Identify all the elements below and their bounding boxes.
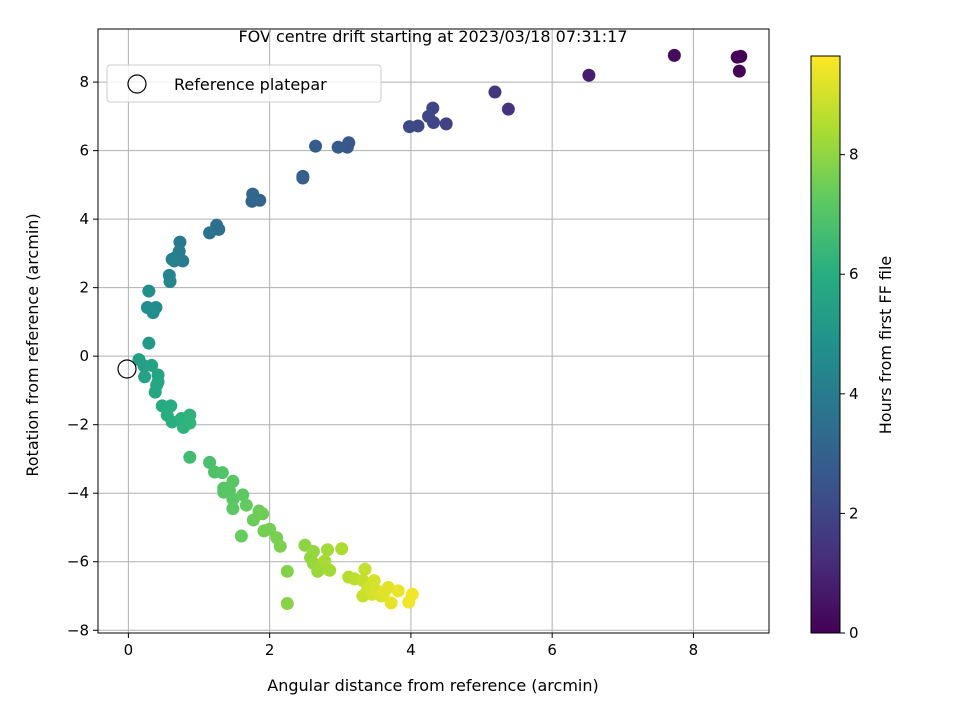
data-point xyxy=(488,85,502,99)
data-point xyxy=(335,542,349,556)
y-tick-label: −2 xyxy=(67,416,89,434)
data-point xyxy=(367,574,381,588)
y-tick-label: −6 xyxy=(67,553,89,571)
data-point xyxy=(183,450,197,464)
data-point xyxy=(306,544,320,558)
data-point xyxy=(138,370,152,384)
data-point xyxy=(165,252,179,266)
x-tick-label: 2 xyxy=(265,641,275,659)
data-point xyxy=(667,48,681,62)
data-point xyxy=(280,597,294,611)
y-tick-label: 8 xyxy=(79,73,89,91)
legend-box xyxy=(106,64,382,103)
y-axis-ticks: −8 −6 −4 −2 0 2 4 6 8 xyxy=(67,73,98,639)
data-point xyxy=(226,502,240,516)
colorbar-tick-label: 0 xyxy=(849,624,859,642)
data-points xyxy=(132,48,748,611)
x-axis-ticks: 0 2 4 6 8 xyxy=(124,633,699,659)
chart-title: FOV centre drift starting at 2023/03/18 … xyxy=(238,27,627,46)
data-point xyxy=(142,336,156,350)
y-tick-label: 6 xyxy=(79,142,89,160)
data-point xyxy=(245,194,259,208)
data-point xyxy=(501,102,515,116)
y-tick-label: 4 xyxy=(79,210,89,228)
y-tick-label: 0 xyxy=(79,347,89,365)
x-tick-label: 6 xyxy=(547,641,557,659)
data-point xyxy=(173,235,187,249)
x-tick-label: 0 xyxy=(124,641,134,659)
plot-frame xyxy=(97,28,770,634)
data-point xyxy=(215,466,229,480)
data-point xyxy=(296,171,310,185)
data-point xyxy=(273,539,287,553)
data-point xyxy=(405,587,419,601)
colorbar-tick-label: 6 xyxy=(849,265,859,283)
y-axis-label: Rotation from reference (arcmin) xyxy=(23,213,42,476)
colorbar-frame xyxy=(810,55,841,634)
data-point xyxy=(203,226,217,240)
data-point xyxy=(309,139,323,153)
grid-lines xyxy=(98,29,769,633)
data-point xyxy=(263,522,277,536)
data-point xyxy=(183,416,197,430)
data-point xyxy=(439,117,453,131)
colorbar-tick-label: 2 xyxy=(849,504,859,522)
colorbar-label: Hours from first FF file xyxy=(876,256,895,435)
data-point xyxy=(140,301,154,315)
data-point xyxy=(381,580,395,594)
y-tick-label: 2 xyxy=(79,279,89,297)
data-point xyxy=(234,529,248,543)
reference-marker xyxy=(117,359,137,379)
data-point xyxy=(142,284,156,298)
data-point xyxy=(331,140,345,154)
x-axis-label: Angular distance from reference (arcmin) xyxy=(267,676,598,695)
data-point xyxy=(256,507,270,521)
data-point xyxy=(402,120,416,134)
data-point xyxy=(340,140,354,154)
data-point xyxy=(280,564,294,578)
data-point xyxy=(582,68,596,82)
colorbar: 0 2 4 6 8 Hours from first FF file xyxy=(810,55,895,642)
data-point xyxy=(203,455,217,469)
colorbar-tick-label: 4 xyxy=(849,385,859,403)
data-point xyxy=(732,64,746,78)
data-point xyxy=(145,358,159,372)
colorbar-tick-label: 8 xyxy=(849,146,859,164)
data-point xyxy=(163,274,177,288)
data-point xyxy=(318,554,332,568)
data-point xyxy=(730,50,744,64)
y-tick-label: −8 xyxy=(67,621,89,639)
data-point xyxy=(148,385,162,399)
data-point xyxy=(358,562,372,576)
colorbar-gradient xyxy=(811,56,840,633)
data-point xyxy=(239,498,253,512)
x-tick-label: 8 xyxy=(689,641,699,659)
legend-reference-marker xyxy=(127,74,147,94)
legend-reference-label: Reference platepar xyxy=(174,75,327,94)
colorbar-ticks: 0 2 4 6 8 xyxy=(840,146,859,642)
data-point xyxy=(226,492,240,506)
y-tick-label: −4 xyxy=(67,484,89,502)
data-point xyxy=(321,543,335,557)
x-tick-label: 4 xyxy=(406,641,416,659)
data-point xyxy=(422,109,436,123)
data-point xyxy=(391,584,405,598)
data-point xyxy=(236,488,250,502)
data-point xyxy=(384,596,398,610)
legend: Reference platepar xyxy=(106,64,382,103)
